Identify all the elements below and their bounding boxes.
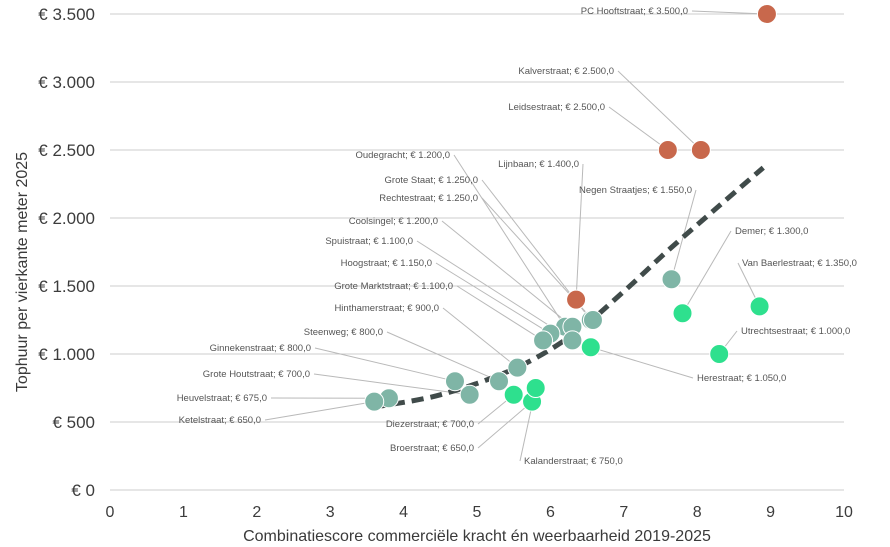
leader-line: [435, 262, 551, 335]
leader-line: [456, 285, 544, 341]
y-tick-label: € 3.000: [38, 73, 95, 92]
y-axis-title: Tophuur per vierkante meter 2025: [14, 152, 31, 392]
x-axis-title: Combinatiescore commerciële kracht én we…: [243, 528, 711, 545]
y-tick-label: € 2.500: [38, 141, 95, 160]
data-point: [489, 371, 510, 392]
point-label: Broerstraat; € 650,0: [390, 443, 474, 454]
grid-lines: [110, 13, 844, 491]
x-tick-label: 9: [766, 504, 775, 521]
leader-line: [608, 106, 669, 151]
x-tick-label: 3: [326, 504, 335, 521]
data-point: [756, 4, 777, 24]
point-label: Grote Houtstraat; € 700,0: [203, 369, 310, 380]
point-label: Ketelstraat; € 650,0: [179, 415, 261, 426]
x-tick-label: 1: [179, 504, 188, 521]
x-tick-label: 8: [693, 504, 702, 521]
point-label: Leidsestraat; € 2.500,0: [508, 102, 605, 113]
data-point: [459, 384, 480, 405]
data-point: [444, 371, 465, 392]
leader-line: [617, 70, 702, 151]
leader-line: [264, 401, 375, 421]
x-tick-label: 2: [252, 504, 261, 521]
data-point: [566, 289, 587, 310]
leader-line: [416, 240, 573, 341]
data-points: [364, 4, 777, 412]
point-label: Steenweg; € 800,0: [304, 327, 383, 338]
data-point: [582, 310, 603, 330]
leader-line: [441, 220, 573, 328]
point-label: Oudegracht; € 1.200,0: [355, 150, 450, 161]
point-label: Diezerstraat; € 700,0: [386, 419, 474, 430]
x-tick-labels: 0 1 2 3 4 5 6 7 8 9 10: [106, 504, 853, 521]
leader-line: [442, 307, 518, 368]
point-label: Hinthamerstraat; € 900,0: [334, 303, 439, 314]
data-point: [364, 391, 385, 412]
y-tick-label: € 500: [52, 413, 95, 432]
leader-line: [691, 10, 767, 15]
point-label: Kalverstraat; € 2.500,0: [518, 66, 614, 77]
leader-line: [453, 154, 566, 328]
point-label: Grote Marktstraat; € 1.100,0: [334, 281, 453, 292]
point-label: Rechtestraat; € 1.250,0: [379, 193, 478, 204]
x-tick-label: 4: [399, 504, 408, 521]
x-tick-label: 5: [473, 504, 482, 521]
point-label: Grote Staat; € 1.250,0: [385, 175, 478, 186]
point-labels: PC Hooftstraat; € 3.500,0 Kalverstraat; €…: [177, 6, 857, 467]
data-point: [657, 140, 678, 160]
leader-line: [682, 230, 732, 314]
data-point: [661, 269, 682, 290]
data-point: [580, 337, 601, 358]
point-label: Ginnekenstraat; € 800,0: [210, 343, 311, 354]
data-point: [507, 357, 528, 378]
leader-line: [314, 347, 456, 382]
leader-line: [313, 373, 470, 396]
y-tick-label: € 3.500: [38, 5, 95, 24]
leader-line: [590, 346, 694, 379]
data-point: [709, 344, 730, 364]
x-tick-label: 10: [835, 504, 853, 521]
point-label: Negen Straatjes; € 1.550,0: [579, 185, 692, 196]
leader-line: [477, 401, 533, 449]
point-label: Utrechtsestraat; € 1.000,0: [741, 326, 850, 337]
y-tick-label: € 1.000: [38, 345, 95, 364]
leader-line: [386, 331, 500, 382]
y-tick-labels: € 0 € 500 € 1.000 € 1.500 € 2.000 € 2.500 € 3.…: [38, 5, 95, 500]
x-tick-label: 0: [106, 504, 115, 521]
y-tick-label: € 2.000: [38, 209, 95, 228]
point-label: Kalanderstraat; € 750,0: [524, 456, 623, 467]
data-point: [562, 330, 583, 351]
point-label: Coolsingel; € 1.200,0: [349, 216, 438, 227]
point-label: Demer; € 1.300,0: [735, 226, 808, 237]
data-point: [503, 384, 524, 405]
point-label: PC Hooftstraat; € 3.500,0: [581, 6, 688, 17]
point-label: Herestraat; € 1.050,0: [697, 373, 786, 384]
data-point: [525, 378, 546, 398]
data-point: [690, 140, 711, 160]
point-label: Heuvelstraat; € 675,0: [177, 393, 267, 404]
point-label: Lijnbaan; € 1.400,0: [498, 159, 579, 170]
point-label: Van Baerlestraat; € 1.350,0: [742, 258, 857, 269]
point-label: Hoogstraat; € 1.150,0: [341, 258, 432, 269]
y-tick-label: € 1.500: [38, 277, 95, 296]
leader-line: [575, 163, 584, 300]
data-point: [749, 296, 770, 317]
data-point: [672, 303, 693, 324]
x-tick-label: 7: [619, 504, 628, 521]
y-tick-label: € 0: [71, 481, 95, 500]
data-point: [533, 330, 554, 351]
x-tick-label: 6: [546, 504, 555, 521]
point-label: Spuistraat; € 1.100,0: [325, 236, 413, 247]
